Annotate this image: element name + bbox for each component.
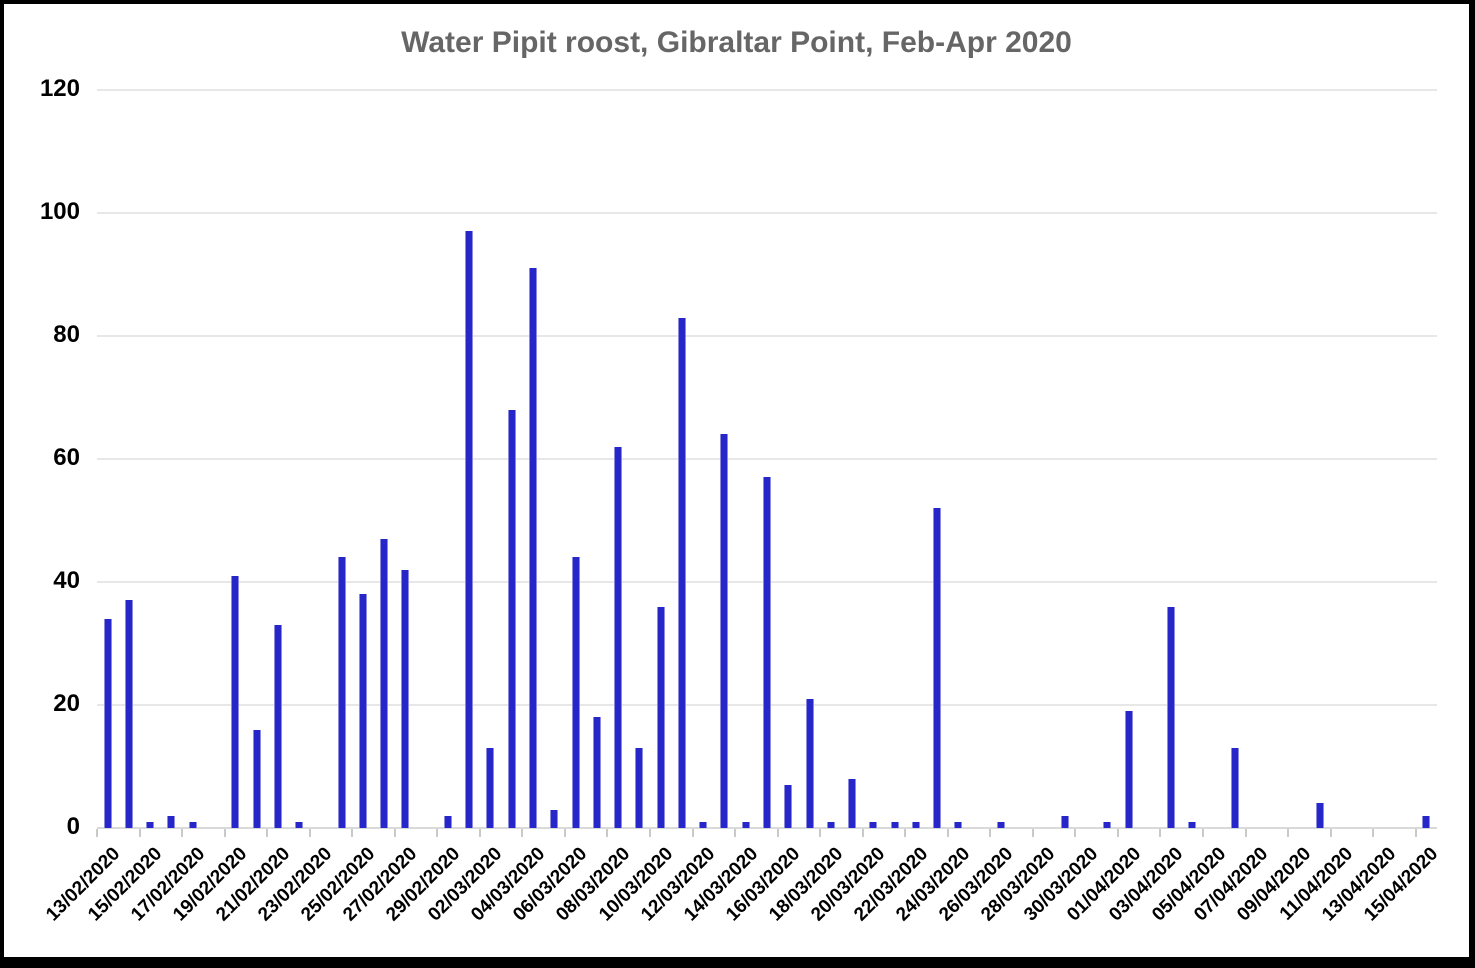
y-axis-tick-label: 100 (39, 198, 80, 225)
x-axis-tick (946, 829, 949, 837)
bar (656, 606, 665, 828)
x-axis-tick (96, 829, 98, 837)
bar (337, 557, 346, 828)
bar (1188, 821, 1197, 828)
bar (1230, 748, 1239, 828)
y-axis-tick-label: 40 (53, 567, 80, 594)
x-axis-tick (734, 829, 737, 837)
x-axis-tick (1414, 829, 1417, 837)
x-axis-line (97, 827, 1437, 829)
x-axis-tick (861, 829, 864, 837)
x-axis-tick (1159, 829, 1162, 837)
bar (996, 821, 1005, 828)
bar (571, 557, 580, 828)
bar (911, 821, 920, 828)
gridline (97, 335, 1437, 337)
plot-area: 0 20 40 60 80 100 120 13/02/2020 15/02/2020 17/02… (4, 4, 1469, 957)
bar (188, 821, 197, 828)
bar (826, 821, 835, 828)
x-axis-tick (1074, 829, 1077, 837)
x-axis-tick (351, 829, 354, 837)
bar (401, 569, 410, 828)
x-axis-tick (223, 829, 226, 837)
x-axis-tick (776, 829, 779, 837)
x-axis-tick (606, 829, 609, 837)
bar (677, 317, 686, 828)
bar (635, 748, 644, 828)
x-axis-tick (691, 829, 694, 837)
y-axis-tick-label: 60 (53, 444, 80, 471)
x-axis-tick (1372, 829, 1375, 837)
x-axis-tick (181, 829, 184, 837)
bar (741, 821, 750, 828)
bar (443, 815, 452, 828)
gridline (97, 89, 1437, 91)
bar (124, 600, 133, 828)
bar (550, 809, 559, 828)
bar (358, 594, 367, 828)
bar (486, 748, 495, 828)
y-axis-tick-label: 80 (53, 321, 80, 348)
x-axis-tick (989, 829, 992, 837)
bar (507, 409, 516, 828)
bar (380, 538, 389, 828)
bar (167, 815, 176, 828)
bar (699, 821, 708, 828)
bar (763, 477, 771, 828)
x-axis-tick (521, 829, 524, 837)
bar (592, 717, 601, 828)
bar (146, 821, 155, 828)
bar (848, 778, 857, 828)
bar (295, 821, 304, 828)
x-axis-tick (478, 829, 481, 837)
x-axis-tick (1287, 829, 1290, 837)
bar (933, 508, 942, 828)
bar (720, 434, 729, 828)
x-axis-tick (266, 829, 269, 837)
x-axis-tick (393, 829, 396, 837)
gridline (97, 212, 1437, 214)
bar (1316, 803, 1325, 828)
y-axis-tick-label: 0 (66, 813, 80, 840)
bar (784, 784, 793, 828)
chart-title: Water Pipit roost, Gibraltar Point, Feb-… (401, 26, 1072, 59)
x-axis-tick (563, 829, 566, 837)
bar (273, 625, 282, 828)
bar (1422, 815, 1431, 828)
gridline (97, 458, 1437, 460)
bar (231, 575, 240, 828)
bar (869, 821, 878, 828)
bar (1060, 815, 1069, 828)
x-axis-tick (904, 829, 907, 837)
bar (954, 821, 963, 828)
x-axis-tick (138, 829, 141, 837)
x-axis-tick (1329, 829, 1332, 837)
x-axis-tick (1202, 829, 1205, 837)
bar (1167, 606, 1176, 828)
bar (805, 698, 814, 828)
x-axis-tick (1031, 829, 1034, 837)
bar (529, 268, 538, 828)
y-axis-tick-label: 20 (53, 690, 80, 717)
bar (465, 231, 474, 828)
bar (890, 821, 899, 828)
x-axis-tick (819, 829, 822, 837)
bar (614, 446, 623, 828)
y-axis-tick-label: 120 (39, 75, 80, 102)
x-axis-tick (308, 829, 311, 837)
x-axis-tick (1244, 829, 1247, 837)
x-axis-tick (1116, 829, 1119, 837)
bar (252, 729, 261, 828)
bar (103, 618, 112, 828)
x-axis-tick (436, 829, 439, 837)
x-axis-tick (649, 829, 652, 837)
bar (1124, 711, 1133, 828)
bar (1103, 821, 1112, 828)
